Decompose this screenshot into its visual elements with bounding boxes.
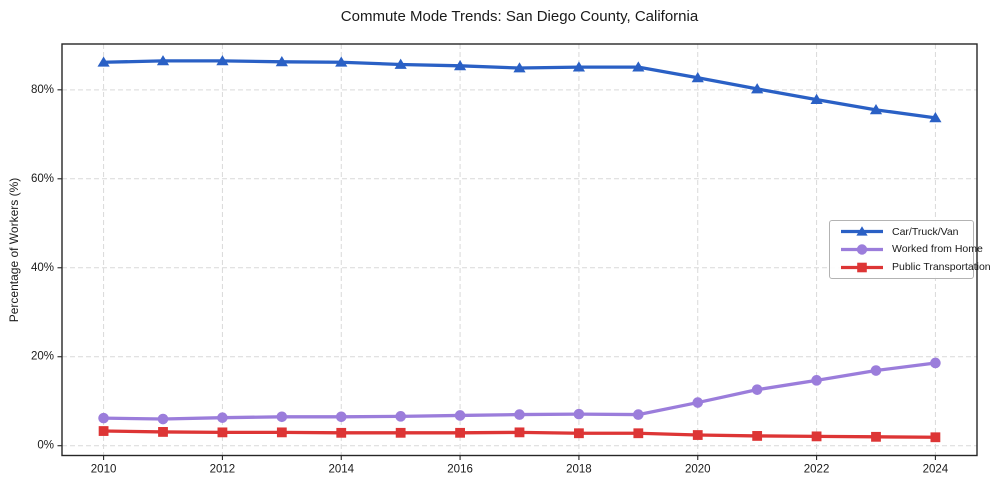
public-transportation-marker: [395, 427, 406, 438]
legend-entry-car-truck-van: Car/Truck/Van: [839, 224, 973, 240]
plot-frame: [61, 43, 978, 457]
public-transportation-marker: [811, 431, 822, 442]
car-truck-van-marker: [513, 62, 526, 73]
worked-from-home-marker: [217, 412, 228, 423]
worked-from-home-marker: [751, 384, 763, 395]
car-truck-van-marker: [572, 61, 586, 72]
car-truck-van-marker: [216, 55, 229, 66]
car-truck-van-marker: [453, 59, 467, 71]
public-transportation-marker: [692, 430, 703, 440]
legend-label: Public Transportation: [892, 261, 990, 274]
public-transportation-marker: [455, 427, 465, 438]
y-tick-label: 0%: [37, 440, 54, 452]
y-tick-label: 80%: [31, 84, 54, 96]
car-truck-van-marker: [156, 55, 170, 66]
legend-label: Car/Truck/Van: [892, 225, 959, 238]
worked-from-home-marker: [692, 397, 704, 408]
public-transportation-marker: [752, 431, 763, 441]
worked-from-home-marker: [335, 411, 347, 423]
car-truck-van-marker: [929, 112, 942, 123]
public-transportation-marker: [336, 427, 347, 438]
car-truck-van-marker: [275, 55, 288, 67]
car-truck-van-marker: [632, 61, 645, 72]
public-transportation-marker: [276, 427, 287, 438]
x-tick-label: 2020: [685, 464, 711, 476]
y-axis-label: Percentage of Workers (%): [7, 177, 21, 323]
public-transportation-marker: [217, 427, 228, 438]
worked-from-home-marker: [395, 411, 406, 422]
public-transportation-marker: [633, 428, 644, 439]
car-truck-van-marker: [335, 56, 348, 67]
public-transportation-marker: [574, 428, 584, 439]
legend-entry-public-transportation: Public Transportation: [839, 259, 990, 275]
public-transportation-square-marker-icon: [841, 262, 883, 272]
y-tick-label: 40%: [31, 262, 54, 274]
worked-from-home-marker: [870, 365, 882, 376]
worked-from-home-marker: [573, 408, 585, 420]
x-tick-label: 2012: [210, 464, 236, 476]
x-tick-label: 2022: [804, 464, 830, 476]
x-tick-label: 2024: [923, 464, 949, 476]
car-truck-van-marker: [97, 56, 110, 67]
legend-entry-worked-from-home: Worked from Home: [839, 241, 983, 257]
car-truck-van-triangle-marker-icon: [841, 226, 883, 236]
public-transportation-marker: [514, 427, 525, 438]
y-tick-label: 20%: [31, 351, 54, 363]
car-truck-van-marker: [810, 93, 823, 105]
car-truck-van-marker: [751, 83, 764, 94]
worked-from-home-marker: [276, 411, 288, 423]
x-tick-label: 2010: [91, 464, 117, 476]
worked-from-home-marker: [98, 412, 109, 424]
car-truck-van-marker: [394, 58, 407, 69]
y-tick-label: 60%: [31, 173, 54, 185]
worked-from-home-marker: [514, 409, 525, 420]
car-truck-van-marker: [869, 104, 883, 115]
x-tick-label: 2014: [328, 464, 354, 476]
chart-title: Commute Mode Trends: San Diego County, C…: [340, 8, 699, 25]
car-truck-van-marker: [691, 72, 704, 83]
worked-from-home-marker: [811, 375, 822, 386]
public-transportation-marker: [871, 431, 881, 442]
x-tick-label: 2018: [566, 464, 592, 476]
worked-from-home-marker: [930, 357, 941, 369]
worked-from-home-marker: [633, 409, 644, 420]
public-transportation-marker: [98, 426, 109, 436]
x-tick-label: 2016: [447, 464, 473, 476]
public-transportation-marker: [158, 427, 168, 437]
public-transportation-marker: [930, 432, 941, 443]
legend: Car/Truck/Van Worked from Home Public Tr…: [829, 220, 990, 279]
worked-from-home-marker: [157, 413, 169, 425]
worked-from-home-marker: [454, 410, 466, 421]
legend-label: Worked from Home: [892, 243, 983, 256]
worked-from-home-circle-marker-icon: [841, 244, 883, 255]
